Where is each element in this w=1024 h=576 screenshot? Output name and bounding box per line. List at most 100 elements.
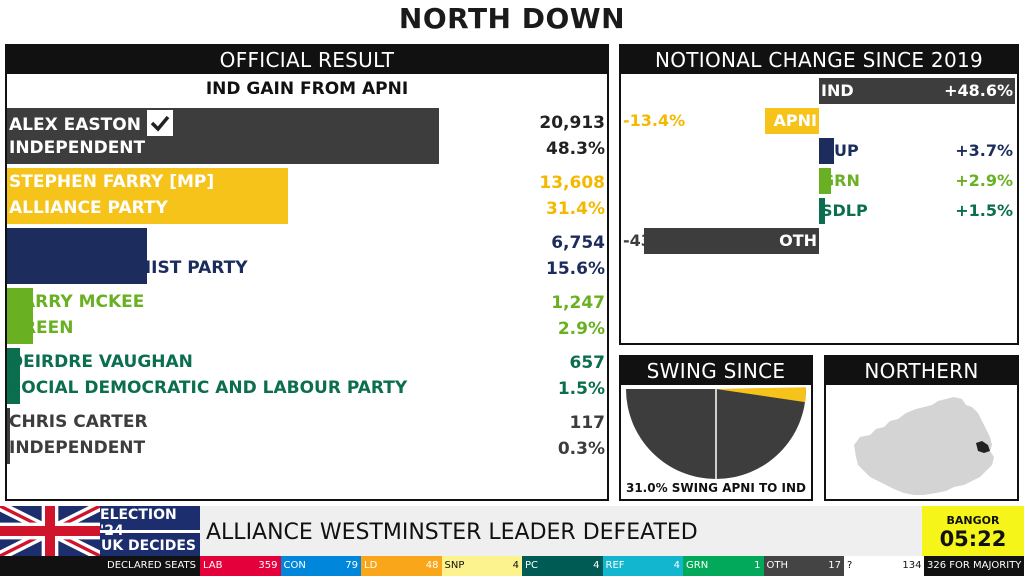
seat-party-count: 79 [345,560,358,571]
change-party: OTH [779,231,817,250]
candidate-votes: 117 [569,413,606,433]
candidate-name: TIM COLLINS [9,232,132,252]
northern-ireland-land [854,397,994,495]
candidate-party: GREEN [9,318,74,338]
seat-swatch [441,556,522,576]
change-bar [644,228,819,254]
notional-change-heading: NOTIONAL CHANGE SINCE 2019 [621,46,1017,74]
seat-party-count: 4 [593,560,600,571]
candidate-share: 48.3% [546,139,605,159]
candidate-party: ULSTER UNIONIST PARTY [9,258,248,278]
change-value: -13.4% [623,111,686,130]
swing-caption: 31.0% SWING APNI TO IND [625,481,807,495]
candidate-name: BARRY MCKEE [9,292,145,312]
candidate-name: STEPHEN FARRY [MP] [9,172,215,192]
election-brand: ELECTION '24 UK DECIDES [100,506,200,556]
candidate-share: 1.5% [557,379,605,399]
gain-label: IND GAIN FROM APNI [205,79,409,99]
change-value: +2.9% [955,171,1013,190]
candidate-bar [7,288,33,344]
seat-party-name: REF [605,560,625,571]
declared-seats-bar: DECLARED SEATS LAB 359 CON 79 LD 48 SNP 4 PC 4 REF… [0,556,1024,576]
majority-label: 326 FOR MAJORITY [924,556,1024,576]
change-value: -43.3% [623,231,686,250]
seat-party-count: 48 [425,560,439,571]
constituency-title: NORTH DOWN [398,2,626,35]
seat-swatch [602,556,683,576]
seat-party-count: 1 [754,560,761,571]
candidate-row: STEPHEN FARRY [MP] ALLIANCE PARTY 13,608 31… [7,168,607,224]
seat-party-count: 359 [258,560,278,571]
candidate-bar [7,348,21,404]
candidate-bar [7,408,10,464]
candidate-bar [7,168,288,224]
change-bar [764,108,819,134]
swing-gauge-slice [716,387,806,403]
change-row: APNI -13.4% [621,108,1017,134]
clock-place: BANGOR [946,514,1000,527]
location-clock: BANGOR 05:22 [922,506,1024,556]
change-row: OTH -43.3% [621,228,1017,254]
change-party: APNI [773,111,817,130]
seat-party-count: 17 [828,560,841,571]
candidate-votes: 657 [569,353,606,373]
candidate-party: ALLIANCE PARTY [9,198,168,218]
headline-ticker: ALLIANCE WESTMINSTER LEADER DEFEATED [200,506,922,556]
candidate-share: 0.3% [557,439,605,459]
change-bar [819,168,831,194]
candidate-name: CHRIS CARTER [9,412,148,432]
map-heading: NORTHERN IRELAND [826,357,1017,411]
candidate-votes: 1,247 [551,293,605,313]
candidate-share: 2.9% [557,319,605,339]
declared-seats-label: DECLARED SEATS [107,560,196,571]
change-party: SDLP [821,201,868,220]
seat-cell-ld: LD 48 [361,556,442,576]
candidate-share: 15.6% [546,259,605,279]
change-value: +48.6% [944,81,1013,100]
change-party: IND [821,81,854,100]
seat-swatch [200,556,281,576]
candidate-row: BARRY MCKEE GREEN 1,247 2.9% [7,288,607,344]
seat-swatch [280,556,361,576]
seat-cell-snp: SNP 4 [441,556,522,576]
candidate-votes: 13,608 [539,173,605,193]
seat-cell-pc: PC 4 [522,556,603,576]
change-row: UUP +3.7% [621,138,1017,164]
seat-party-name: PC [525,560,539,571]
change-row: IND +48.6% [621,78,1017,104]
seat-party-name: ? [847,560,853,571]
seat-party-name: GRN [686,560,709,571]
seat-swatch [522,556,603,576]
change-value: +1.5% [955,201,1013,220]
swing-gauge [626,387,806,479]
candidate-bar [7,228,147,284]
swing-panel: SWING SINCE 2019 31.0% SWING APNI TO IND [619,355,813,501]
seat-swatch [361,556,442,576]
candidate-row: TIM COLLINS ULSTER UNIONIST PARTY 6,754 15.… [7,228,607,284]
change-row: GRN +2.9% [621,168,1017,194]
union-flag [0,506,100,556]
candidate-party: INDEPENDENT [9,138,146,158]
brand-election: ELECTION '24 [100,507,177,539]
change-party: GRN [821,171,860,190]
north-down-highlight [976,441,990,453]
seat-party-count: 4 [512,560,519,571]
seat-cell-oth: OTH 17 [763,556,844,576]
seat-cell-ref: REF 4 [602,556,683,576]
northern-ireland-map-panel: NORTHERN IRELAND [824,355,1019,501]
seat-cell-con: CON 79 [280,556,361,576]
official-result-panel: OFFICIAL RESULT IND GAIN FROM APNI ALEX … [5,44,609,501]
change-value: +3.7% [955,141,1013,160]
change-bar [819,198,826,224]
seat-cell-undeclared: ? 134 [844,556,925,576]
candidate-name: ALEX EASTON [9,110,173,138]
candidate-row: CHRIS CARTER INDEPENDENT 117 0.3% [7,408,607,464]
swing-heading: SWING SINCE 2019 [621,357,811,411]
candidate-votes: 6,754 [551,233,605,253]
change-bar [819,138,834,164]
official-result-heading: OFFICIAL RESULT [7,46,607,74]
seat-party-count: 134 [902,560,922,571]
change-row: SDLP +1.5% [621,198,1017,224]
candidate-party: INDEPENDENT [9,438,146,458]
union-flag-icon [0,506,100,556]
